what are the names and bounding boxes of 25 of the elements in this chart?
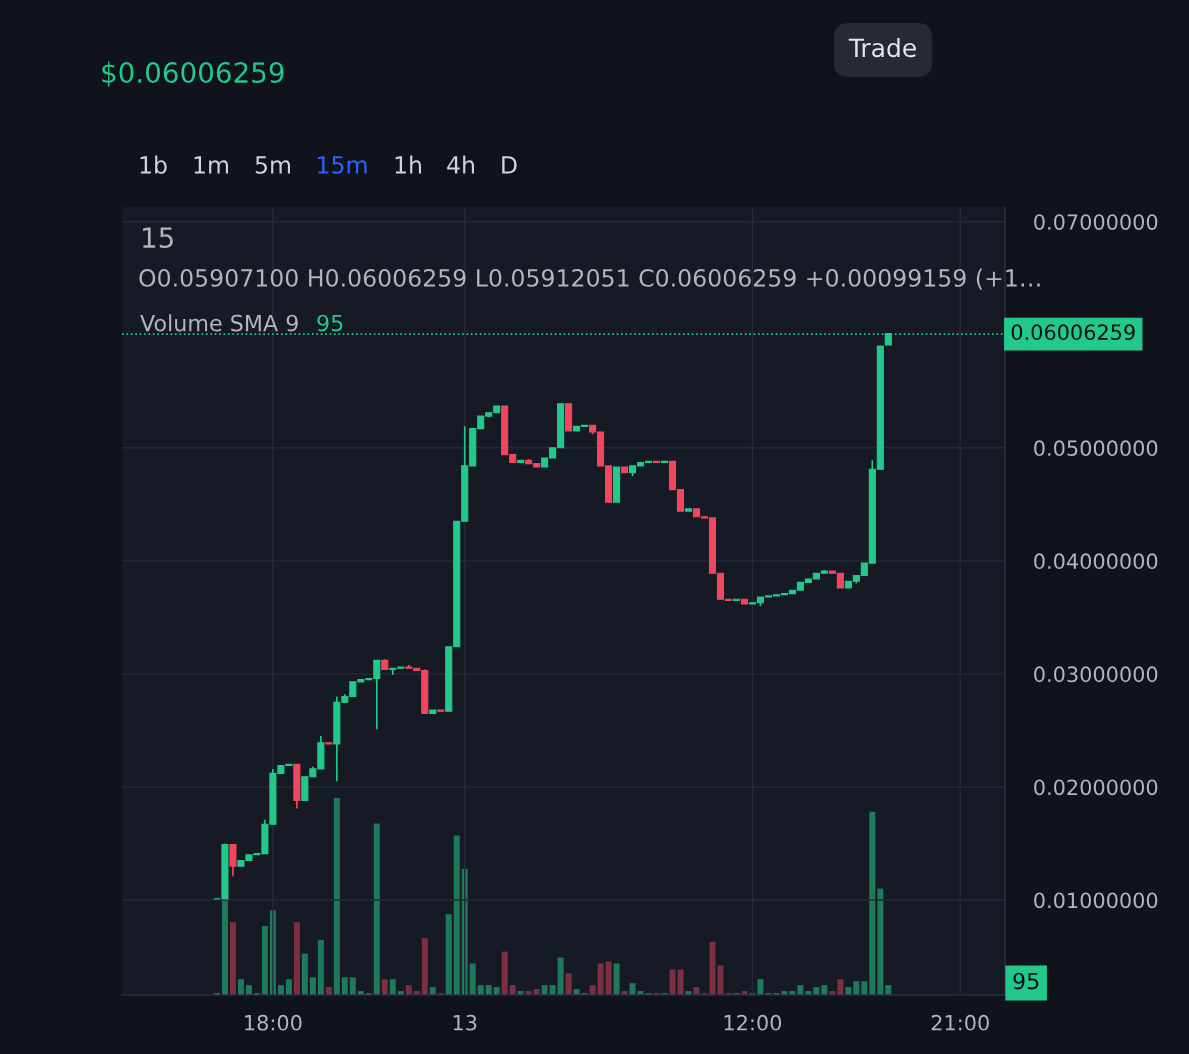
text: 95 <box>1013 972 1039 990</box>
text: Trade <box>848 37 916 58</box>
y-tick-label: 0.04000000 <box>1034 553 1158 570</box>
y-tick-label: 0.01000000 <box>1034 892 1158 909</box>
annotation: Volume SMA 9 <box>140 314 298 332</box>
text: 4h <box>447 155 474 174</box>
y-tick-label: 0.07000000 <box>1034 214 1158 230</box>
y-tick-label: 0.05000000 <box>1034 440 1158 457</box>
x-tick-label: 12:00 <box>724 1014 782 1031</box>
text: 5m <box>255 156 291 174</box>
text: 1b <box>140 155 167 174</box>
y-tick-label: 0.03000000 <box>1034 666 1158 683</box>
text: D <box>502 156 517 174</box>
x-tick-label: 21:00 <box>931 1014 989 1031</box>
chart-subtitle: $0.06006259 <box>102 61 284 87</box>
x-tick-label: 18:00 <box>245 1014 302 1031</box>
text: 15m <box>318 156 367 174</box>
x-tick-label: 13 <box>453 1014 477 1031</box>
ref-line-label: 0.06006259 <box>1011 324 1135 341</box>
annotation: O0.05907100 H0.06006259 L0.05912051 C0.06006259 +0.00099159 (+1… <box>139 268 1040 290</box>
text: 1h <box>395 155 421 174</box>
text: 15 <box>143 227 173 249</box>
y-tick-label: 0.02000000 <box>1034 779 1158 796</box>
annotation: 95 <box>317 314 343 332</box>
text: 1m <box>194 156 229 174</box>
